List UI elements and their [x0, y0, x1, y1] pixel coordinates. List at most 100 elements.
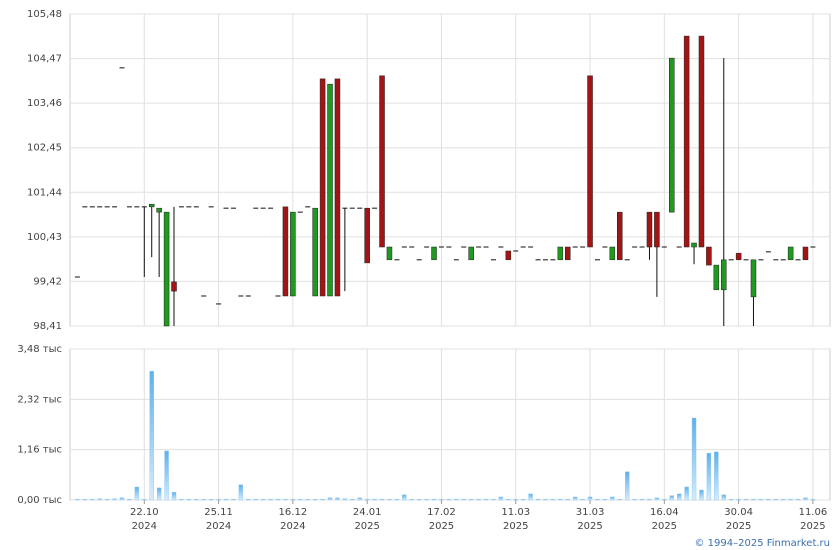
y-tick-label: 103,46 — [27, 98, 62, 109]
volume-bar — [788, 498, 793, 501]
volume-bar — [669, 495, 674, 501]
candle-body — [773, 259, 779, 261]
candle-body — [394, 259, 400, 261]
volume-bar — [149, 370, 154, 501]
candle-body — [253, 207, 259, 209]
volume-bar — [364, 498, 370, 501]
candle-body — [216, 303, 222, 305]
volume-bar — [773, 498, 778, 501]
candle-body — [275, 295, 281, 297]
candle-body — [268, 207, 274, 209]
x-tick-label: 31.03 — [576, 507, 605, 518]
volume-bar — [483, 498, 489, 501]
candle-body — [112, 206, 118, 208]
volume-bar — [520, 498, 526, 501]
candle-body — [565, 246, 571, 261]
volume-bar — [357, 497, 362, 501]
volume-bar — [572, 496, 578, 501]
volume-bar — [743, 498, 749, 501]
candle-body — [557, 246, 564, 261]
x-tick-label: 16.12 — [279, 507, 308, 518]
candle-body — [319, 78, 326, 297]
y-tick-label: 99,42 — [33, 276, 62, 287]
volume-bar — [624, 471, 630, 501]
volume-bar — [498, 496, 504, 501]
volume-bar — [320, 498, 325, 501]
candle-body — [342, 207, 348, 209]
volume-bar — [127, 498, 132, 501]
y-tick-label: 2,32 тыс — [17, 394, 62, 405]
volume-bar — [112, 498, 117, 501]
y-tick-label: 1,16 тыс — [17, 445, 62, 456]
candle-body — [810, 246, 816, 248]
candle-body — [528, 246, 534, 248]
volume-bar — [298, 498, 303, 501]
candle-body — [364, 207, 370, 264]
candle-body — [163, 211, 170, 327]
volume-bar — [558, 498, 563, 501]
candle-body — [74, 276, 80, 278]
candle-body — [245, 295, 251, 297]
x-tick-label: 11.06 — [799, 507, 828, 518]
volume-bar — [647, 498, 652, 501]
x-tick-year: 2025 — [503, 521, 528, 532]
volume-bar — [335, 497, 340, 501]
y-tick-label: 3,48 тыс — [17, 344, 62, 355]
candle-body — [728, 259, 734, 261]
x-tick-year: 2025 — [429, 521, 454, 532]
candle-body — [787, 246, 794, 261]
x-tick-year: 2025 — [577, 521, 602, 532]
candle-body — [126, 206, 132, 208]
candle-body — [721, 259, 727, 291]
volume-bar — [134, 486, 140, 501]
y-tick-label: 104,47 — [27, 54, 62, 65]
candle-body — [104, 206, 110, 208]
candle-body — [520, 246, 526, 248]
candle-body — [379, 75, 385, 248]
volume-bar — [90, 498, 95, 501]
candle-body — [148, 203, 155, 208]
volume-bar — [409, 498, 414, 501]
candle-body — [646, 211, 653, 248]
candle-body — [334, 78, 341, 297]
volume-bar — [238, 484, 244, 501]
candle-body — [795, 259, 801, 261]
candle-body — [238, 295, 244, 297]
volume-bar — [75, 498, 80, 501]
candle-body — [201, 295, 207, 297]
x-tick-year: 2024 — [132, 521, 157, 532]
volume-bar — [402, 494, 407, 501]
candle-body — [409, 246, 415, 248]
volume-bar — [305, 498, 310, 501]
volume-bar — [684, 486, 689, 501]
candle-body — [156, 207, 162, 213]
candle-body — [802, 246, 809, 261]
candle-body — [297, 211, 303, 213]
candle-body — [639, 246, 645, 248]
y-tick-label: 100,43 — [27, 232, 62, 243]
volume-bar — [446, 498, 452, 501]
candle-body — [193, 206, 199, 208]
candle-body — [713, 264, 720, 291]
candle-body — [594, 259, 600, 261]
volume-bar — [260, 498, 266, 501]
volume-bar — [461, 498, 466, 501]
x-tick-year: 2025 — [800, 521, 825, 532]
candle-body — [572, 246, 578, 248]
candle-body — [424, 246, 430, 248]
candle-body — [743, 259, 749, 261]
candle-body — [260, 207, 266, 209]
candle-body — [230, 207, 236, 209]
volume-bar — [283, 498, 288, 501]
candle-body — [327, 83, 333, 297]
volume-bar — [268, 498, 273, 501]
candle-body — [750, 259, 757, 298]
candle-body — [505, 250, 512, 261]
x-tick-year: 2025 — [354, 521, 379, 532]
volume-bar — [156, 487, 162, 501]
candle-body — [282, 206, 289, 297]
volume-bar — [691, 417, 697, 501]
candle-body — [706, 246, 712, 266]
volume-bar — [491, 498, 496, 501]
